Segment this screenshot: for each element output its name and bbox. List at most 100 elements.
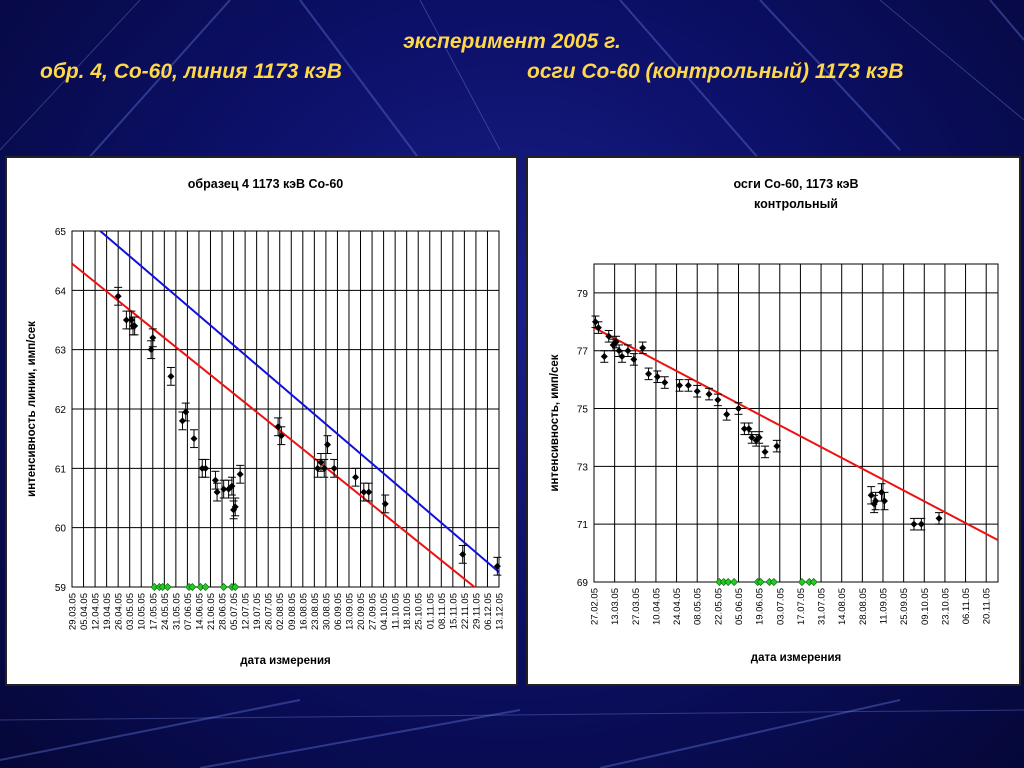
data-point xyxy=(147,346,155,354)
x-tick-label: 27.03.05 xyxy=(631,588,642,625)
x-tick-label: 12.04.05 xyxy=(91,593,102,630)
x-tick-label: 08.05.05 xyxy=(693,588,704,625)
data-point xyxy=(167,372,175,380)
x-tick-label: 09.08.05 xyxy=(287,593,298,630)
data-point xyxy=(745,425,753,433)
x-tick-label: 25.10.05 xyxy=(414,593,425,630)
x-tick-label: 03.05.05 xyxy=(125,593,136,630)
data-point xyxy=(231,503,239,511)
x-tick-label: 12.07.05 xyxy=(241,593,252,630)
data-point xyxy=(676,381,684,389)
y-tick-label: 63 xyxy=(55,346,67,357)
y-tick-label: 60 xyxy=(55,524,67,535)
calibration-marker xyxy=(769,577,778,587)
data-point xyxy=(211,476,219,484)
data-point xyxy=(314,464,322,472)
x-tick-label: 13.03.05 xyxy=(610,588,621,625)
left-chart: образец 4 1173 кэВ Со-60 59 60 61 62 63 64 65 29… xyxy=(26,177,506,667)
x-tick-label: 11.10.05 xyxy=(391,593,402,629)
data-point xyxy=(748,433,756,441)
right-chart: осги Со-60, 1173 кэВ контрольный 69 71 73 75 7… xyxy=(549,177,999,664)
data-point xyxy=(630,355,638,363)
x-tick-label: 29.11.05 xyxy=(471,593,482,629)
data-point xyxy=(381,500,389,508)
data-point xyxy=(935,514,943,522)
data-point xyxy=(149,334,157,342)
x-tick-label: 06.09.05 xyxy=(333,593,344,630)
x-tick-label: 19.06.05 xyxy=(755,588,766,625)
x-axis-label: дата измерения xyxy=(751,652,841,664)
data-point xyxy=(220,485,228,493)
data-point xyxy=(114,292,122,300)
x-tick-label: 02.08.05 xyxy=(275,593,286,630)
calibration-marker xyxy=(756,577,765,587)
data-point xyxy=(684,381,692,389)
data-point xyxy=(317,458,325,466)
data-point xyxy=(277,432,285,440)
x-tick-label: 21.06.05 xyxy=(206,593,217,630)
calibration-marker xyxy=(231,582,240,592)
data-point xyxy=(352,473,360,481)
data-point xyxy=(122,316,130,324)
x-tick-label: 22.05.05 xyxy=(713,588,724,625)
x-tick-label: 17.05.05 xyxy=(148,593,159,630)
data-point xyxy=(605,332,613,340)
data-point xyxy=(127,316,135,324)
x-tick-label: 09.10.05 xyxy=(920,588,931,625)
y-tick-label: 69 xyxy=(577,578,589,589)
data-point xyxy=(618,353,626,361)
x-tick-label: 29.03.05 xyxy=(68,593,79,630)
chart-title: образец 4 1173 кэВ Со-60 xyxy=(188,177,344,191)
x-tick-label: 10.04.05 xyxy=(651,588,662,625)
x-tick-label: 20.09.05 xyxy=(356,593,367,630)
trend-line xyxy=(594,326,998,541)
left-chart-panel: образец 4 1173 кэВ Со-60 59 60 61 62 63 64 65 29… xyxy=(5,156,518,686)
chart-title: осги Со-60, 1173 кэВ xyxy=(733,177,858,191)
data-point xyxy=(459,550,467,558)
trend-line xyxy=(72,262,477,587)
x-tick-label: 27.02.05 xyxy=(590,588,601,625)
x-tick-label: 19.07.05 xyxy=(252,593,263,630)
y-tick-label: 62 xyxy=(55,405,67,416)
data-point xyxy=(190,435,198,443)
x-axis-label: дата измерения xyxy=(240,655,330,667)
y-tick-label: 71 xyxy=(577,520,589,531)
data-point xyxy=(236,470,244,478)
data-point xyxy=(600,353,608,361)
data-point xyxy=(917,520,925,528)
x-tick-label: 03.07.05 xyxy=(775,588,786,625)
data-point xyxy=(740,425,748,433)
y-tick-label: 65 xyxy=(55,227,67,238)
data-point xyxy=(910,520,918,528)
chart-subtitle: контрольный xyxy=(754,197,838,211)
data-point xyxy=(365,488,373,496)
y-axis-label: интенсивность, имп/сек xyxy=(549,354,561,491)
x-tick-label: 28.08.05 xyxy=(858,588,869,625)
data-point xyxy=(131,322,139,330)
slide-title: эксперимент 2005 г. xyxy=(403,30,621,53)
data-point xyxy=(324,441,332,449)
data-point xyxy=(872,497,880,505)
right-chart-heading: осги Со-60 (контрольный) 1173 кэВ xyxy=(527,60,904,83)
x-tick-label: 15.11.05 xyxy=(448,593,459,629)
x-tick-label: 06.12.05 xyxy=(483,593,494,630)
data-point xyxy=(213,488,221,496)
x-tick-label: 05.04.05 xyxy=(79,593,90,630)
x-tick-label: 04.10.05 xyxy=(379,593,390,630)
y-tick-label: 64 xyxy=(55,286,67,297)
data-point xyxy=(723,410,731,418)
y-tick-label: 77 xyxy=(577,347,589,358)
x-tick-label: 28.06.05 xyxy=(218,593,229,630)
data-point xyxy=(493,562,501,570)
x-tick-label: 18.10.05 xyxy=(402,593,413,630)
y-tick-label: 75 xyxy=(577,405,589,416)
x-tick-label: 23.10.05 xyxy=(940,588,951,625)
data-point xyxy=(755,433,763,441)
x-tick-label: 14.08.05 xyxy=(837,588,848,625)
calibration-marker xyxy=(188,582,197,592)
y-tick-label: 73 xyxy=(577,462,589,473)
data-point xyxy=(773,442,781,450)
data-point xyxy=(693,387,701,395)
x-tick-label: 07.06.05 xyxy=(183,593,194,630)
